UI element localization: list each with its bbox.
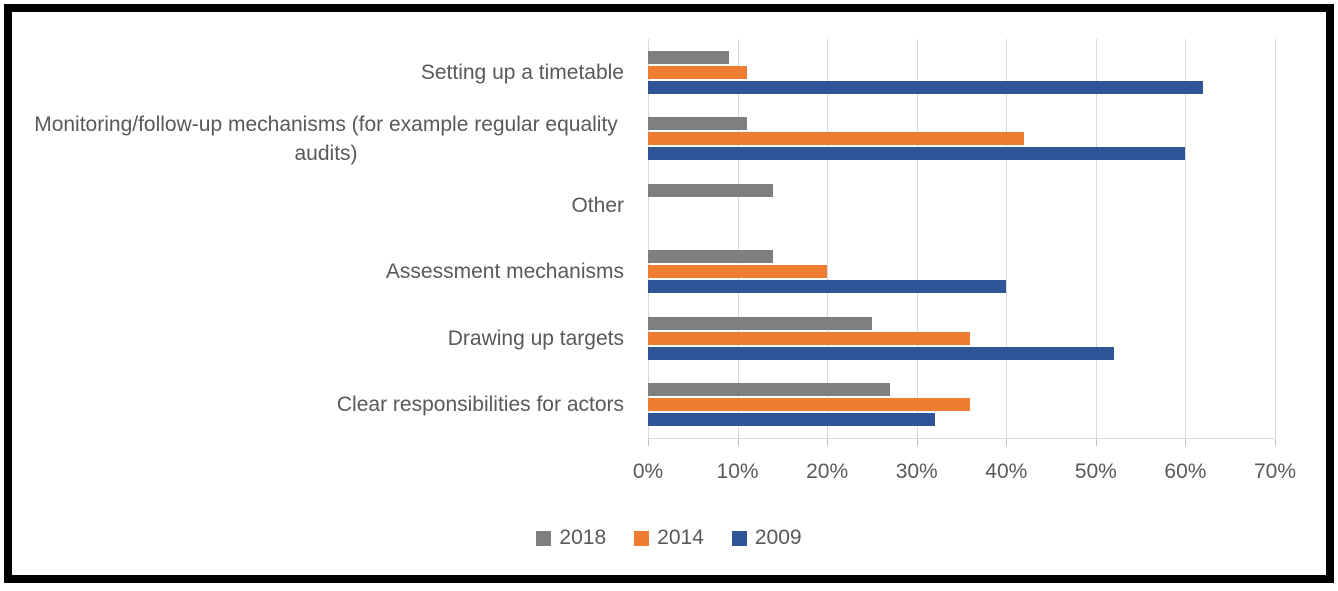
- bar-row: [648, 239, 1275, 306]
- bar-rows: [648, 39, 1275, 438]
- legend-swatch-2009-icon: [731, 530, 747, 546]
- x-axis-label: 20%: [806, 460, 849, 483]
- category-label-text: Assessment mechanisms: [385, 260, 624, 284]
- gridline: [737, 39, 739, 438]
- plot-area: [648, 39, 1276, 439]
- bar-2009: [648, 346, 1114, 360]
- bar-2018: [648, 316, 872, 330]
- bar-row: [648, 305, 1275, 372]
- bar-2014: [648, 331, 971, 345]
- category-label-text: Monitoring/follow-up mechanisms (for exa…: [34, 112, 618, 165]
- legend-item-2018: 2018: [536, 526, 606, 550]
- category-label: Other: [12, 172, 624, 239]
- bar-2014: [648, 132, 1025, 146]
- chart-frame: Setting up a timetable Monitoring/follow-…: [4, 4, 1334, 583]
- bar-2018: [648, 50, 729, 64]
- bar-2009: [648, 147, 1186, 161]
- legend: 2018 2014 2009: [12, 526, 1326, 550]
- legend-label-2009: 2009: [754, 526, 802, 549]
- axis-tick: [1095, 439, 1097, 446]
- bar-2009: [648, 413, 935, 427]
- x-axis-label: 10%: [716, 460, 759, 483]
- axis-ticks: [648, 439, 1276, 446]
- axis-tick: [737, 439, 739, 446]
- bar-row: [648, 372, 1275, 439]
- legend-swatch-2018-icon: [536, 530, 552, 546]
- gridline: [648, 39, 649, 438]
- x-axis-labels: 0% 10% 20% 30% 40% 50% 60% 70%: [633, 460, 1296, 488]
- category-label-text: Other: [571, 193, 624, 217]
- axis-tick: [916, 439, 918, 446]
- category-label: Clear responsibilities for actors: [12, 372, 624, 439]
- bar-2014: [648, 398, 971, 412]
- bar-2018: [648, 383, 890, 397]
- legend-item-2009: 2009: [731, 526, 802, 550]
- bar-2018: [648, 250, 774, 264]
- bar-2018: [648, 183, 774, 197]
- bar-2009: [648, 280, 1007, 294]
- category-label: Assessment mechanisms: [12, 239, 624, 306]
- bar-2014: [648, 65, 747, 79]
- category-label-text: Drawing up targets: [447, 326, 624, 350]
- category-label: Setting up a timetable: [12, 39, 624, 106]
- category-label-text: Clear responsibilities for actors: [336, 393, 624, 417]
- legend-swatch-2014-icon: [634, 530, 650, 546]
- gridline: [1006, 39, 1008, 438]
- gridline: [827, 39, 829, 438]
- category-label: Drawing up targets: [12, 305, 624, 372]
- x-axis-label: 50%: [1074, 460, 1117, 483]
- x-axis-label: 60%: [1164, 460, 1207, 483]
- gridline: [916, 39, 918, 438]
- bar-row: [648, 39, 1275, 106]
- axis-tick: [827, 439, 829, 446]
- legend-label-2018: 2018: [559, 526, 607, 549]
- axis-tick: [1185, 439, 1187, 446]
- bar-2018: [648, 117, 747, 131]
- bar-2014: [648, 265, 828, 279]
- gridline: [1185, 39, 1187, 438]
- bar-2009: [648, 80, 1204, 94]
- axis-tick: [1275, 439, 1276, 446]
- legend-item-2014: 2014: [634, 526, 704, 550]
- category-labels: Setting up a timetable Monitoring/follow-…: [12, 39, 624, 438]
- bar-chart: Setting up a timetable Monitoring/follow-…: [12, 12, 1326, 575]
- gridline: [1275, 39, 1276, 438]
- axis-tick: [648, 439, 649, 446]
- bar-row: [648, 172, 1275, 239]
- x-axis-label: 70%: [1253, 460, 1297, 483]
- axis-tick: [1006, 439, 1008, 446]
- x-axis-label: 0%: [632, 460, 664, 483]
- gridline: [1095, 39, 1097, 438]
- legend-label-2014: 2014: [657, 526, 704, 549]
- bar-row: [648, 106, 1275, 173]
- x-axis-label: 40%: [985, 460, 1028, 483]
- category-label: Monitoring/follow-up mechanisms (for exa…: [12, 106, 624, 173]
- x-axis-label: 30%: [895, 460, 938, 483]
- category-label-text: Setting up a timetable: [420, 60, 624, 84]
